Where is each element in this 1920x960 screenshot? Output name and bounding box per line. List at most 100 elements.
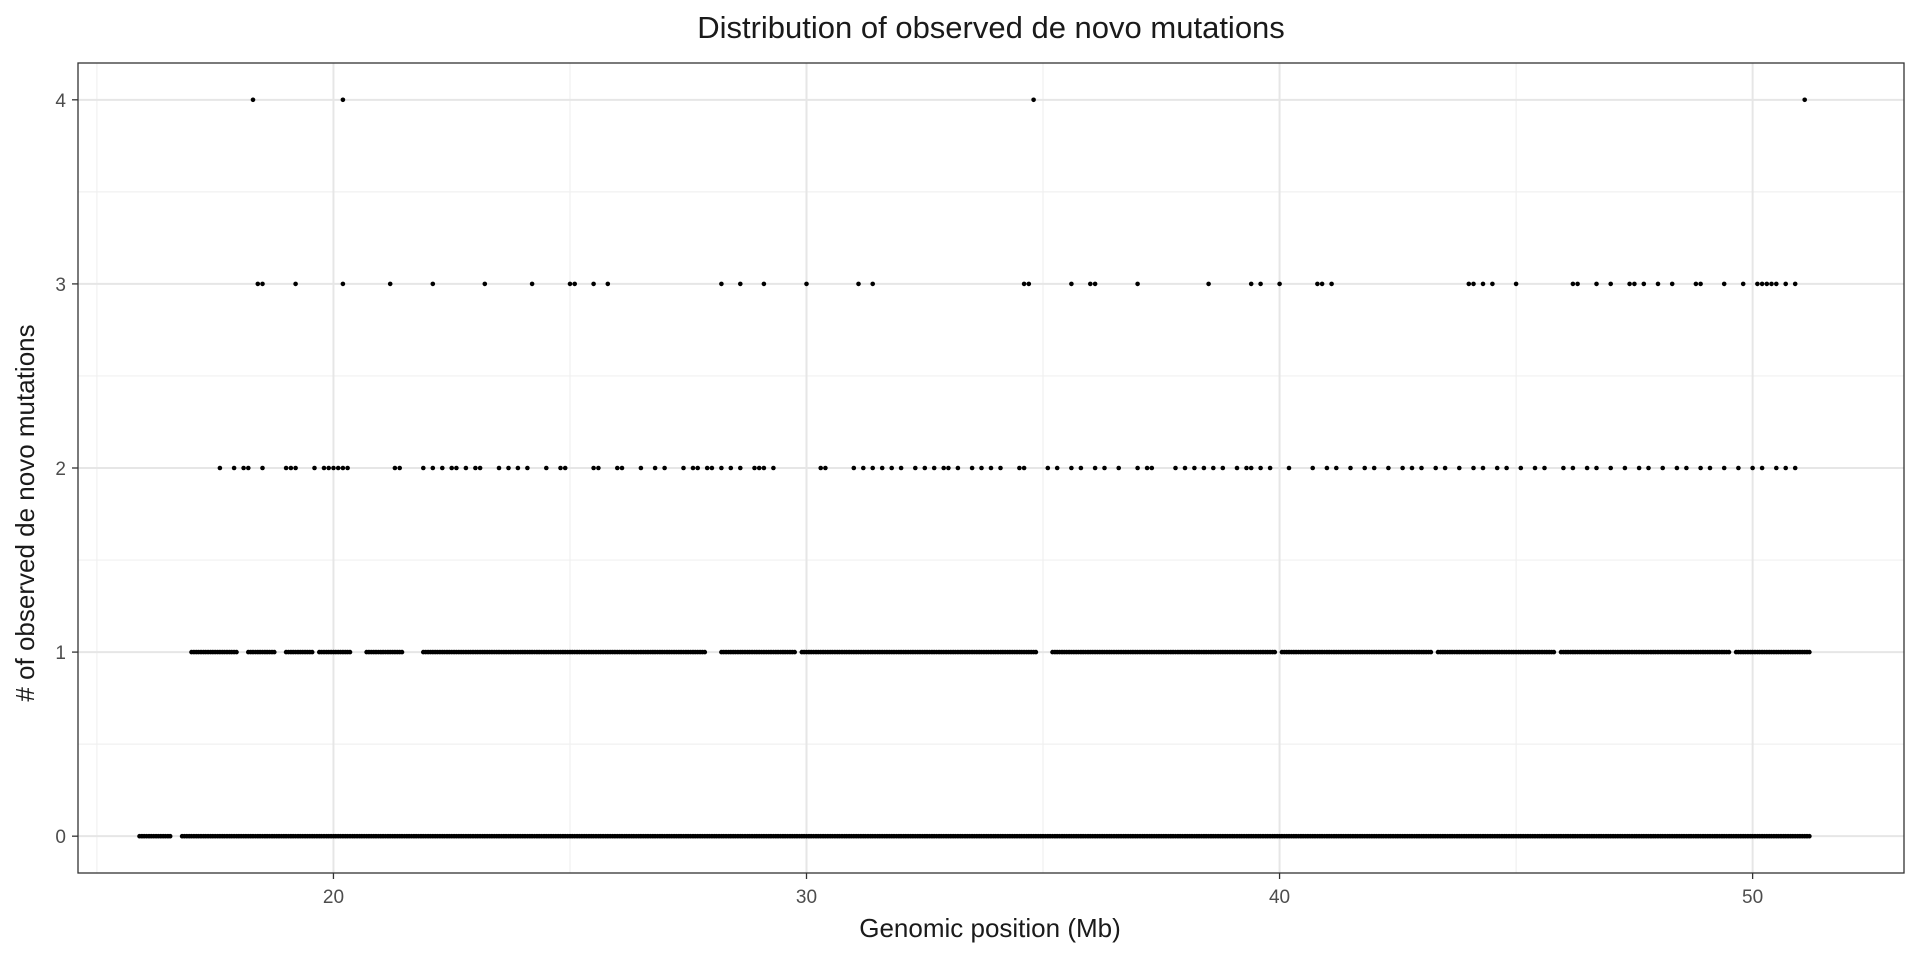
- data-point: [1736, 465, 1741, 471]
- data-point: [1466, 281, 1472, 287]
- data-point: [331, 465, 336, 471]
- data-point: [440, 465, 445, 471]
- data-point: [1627, 281, 1632, 287]
- data-point: [430, 281, 436, 287]
- data-point: [879, 465, 885, 471]
- data-point: [681, 465, 686, 471]
- data-point: [690, 465, 696, 471]
- data-point: [506, 465, 511, 471]
- data-point: [1021, 465, 1027, 471]
- data-point: [1348, 465, 1353, 471]
- data-point: [1759, 281, 1765, 287]
- data-point: [1031, 97, 1036, 103]
- data-point: [340, 97, 346, 103]
- data-point: [1211, 465, 1216, 471]
- data-point: [1371, 465, 1377, 471]
- data-point: [1764, 281, 1770, 287]
- data-point: [719, 465, 724, 471]
- data-point: [477, 465, 483, 471]
- data-point: [1608, 465, 1613, 471]
- data-point: [695, 465, 700, 471]
- x-axis-label: Genomic position (Mb): [859, 913, 1121, 943]
- x-tick-label: 40: [1269, 887, 1290, 908]
- data-point: [326, 465, 332, 471]
- data-point: [1655, 281, 1661, 287]
- data-point: [1570, 281, 1576, 287]
- data-point: [1518, 465, 1524, 471]
- data-point: [340, 281, 346, 287]
- data-point: [931, 465, 937, 471]
- y-tick-label: 2: [55, 459, 66, 480]
- data-point: [1755, 281, 1760, 287]
- data-point: [449, 465, 455, 471]
- data-point: [1021, 281, 1027, 287]
- data-point: [1144, 465, 1150, 471]
- data-point: [1088, 281, 1093, 287]
- y-axis-label: # of observed de novo mutations: [10, 324, 40, 701]
- data-point: [1561, 465, 1566, 471]
- data-point: [1286, 465, 1292, 471]
- data-point: [1386, 465, 1391, 471]
- data-point: [1646, 465, 1651, 471]
- data-point: [1807, 833, 1812, 839]
- data-point: [1542, 465, 1547, 471]
- data-point: [1078, 465, 1084, 471]
- data-point: [1244, 465, 1249, 471]
- data-point: [652, 465, 658, 471]
- data-point: [260, 465, 265, 471]
- data-point: [998, 465, 1003, 471]
- data-point: [771, 465, 776, 471]
- data-point: [272, 649, 277, 655]
- data-point: [1428, 649, 1434, 655]
- data-point: [321, 465, 327, 471]
- data-point: [955, 465, 961, 471]
- data-point: [1636, 465, 1642, 471]
- data-point: [397, 465, 403, 471]
- data-point: [421, 465, 426, 471]
- data-point: [719, 281, 724, 287]
- data-point: [1693, 281, 1699, 287]
- data-point: [851, 465, 857, 471]
- data-point: [1774, 465, 1779, 471]
- data-point: [1419, 465, 1424, 471]
- data-point: [1102, 465, 1107, 471]
- data-point: [709, 465, 715, 471]
- data-point: [430, 465, 436, 471]
- data-point: [591, 465, 596, 471]
- data-point: [818, 465, 823, 471]
- data-point: [1310, 465, 1315, 471]
- data-point: [1684, 465, 1689, 471]
- data-point: [1277, 281, 1282, 287]
- y-tick-label: 4: [55, 91, 66, 112]
- data-point: [454, 465, 459, 471]
- data-point: [922, 465, 928, 471]
- data-point: [804, 281, 809, 287]
- data-point: [293, 281, 298, 287]
- data-point: [704, 465, 710, 471]
- data-point: [792, 649, 797, 655]
- data-point: [1182, 465, 1188, 471]
- data-point: [1632, 281, 1637, 287]
- data-point: [1267, 465, 1273, 471]
- data-point: [1783, 465, 1788, 471]
- data-point: [823, 465, 828, 471]
- data-point: [167, 833, 173, 839]
- data-point: [605, 281, 611, 287]
- data-point: [1575, 281, 1580, 287]
- data-point: [638, 465, 644, 471]
- data-point: [1641, 281, 1647, 287]
- data-point: [482, 281, 488, 287]
- data-point: [1551, 649, 1557, 655]
- data-point: [217, 465, 223, 471]
- x-tick-label: 30: [796, 887, 817, 908]
- data-point: [1149, 465, 1155, 471]
- data-point: [1769, 281, 1774, 287]
- data-point: [1092, 465, 1098, 471]
- data-point: [558, 465, 563, 471]
- data-point: [1069, 281, 1074, 287]
- data-point: [293, 465, 298, 471]
- data-point: [1698, 281, 1703, 287]
- data-point: [1135, 281, 1140, 287]
- data-point: [1660, 465, 1665, 471]
